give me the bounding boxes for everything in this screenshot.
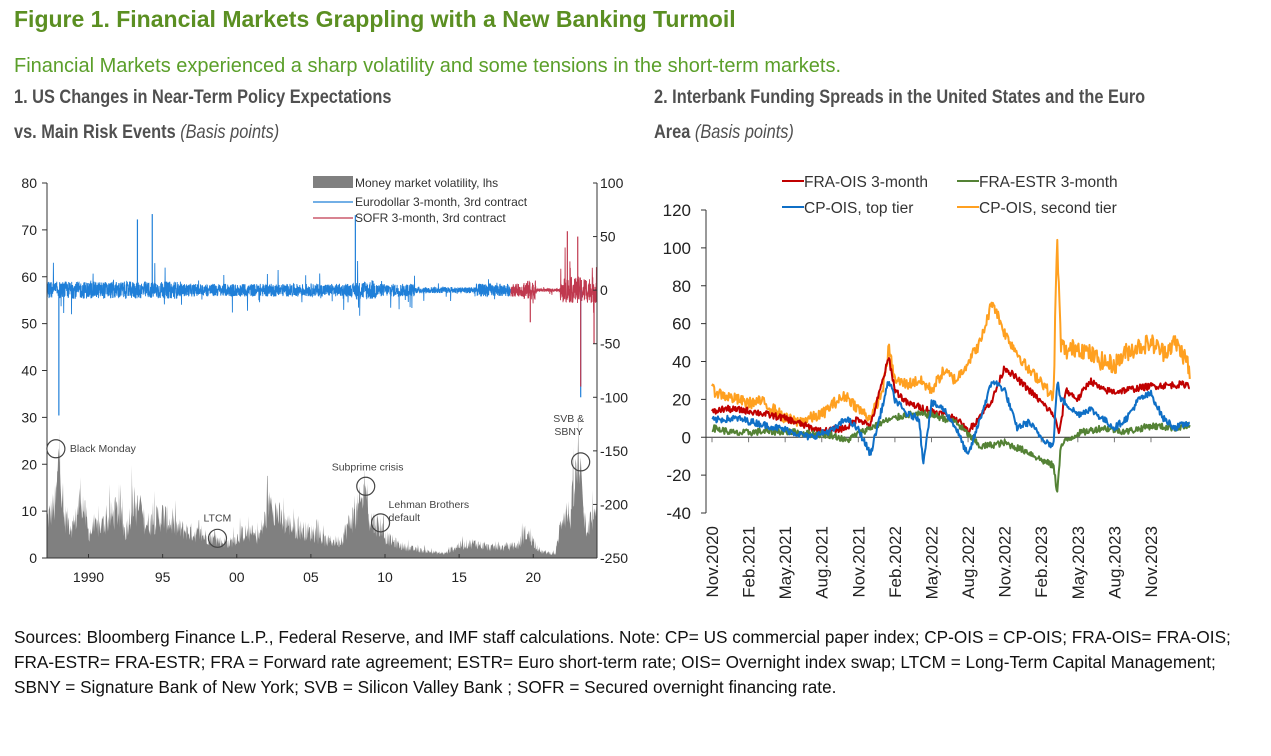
chart1-x-tick-label: 1990 (73, 569, 104, 585)
legend-label-sofr: SOFR 3-month, 3rd contract (355, 211, 506, 225)
chart1-left-tick-label: 40 (21, 363, 37, 379)
chart1-right-tick-label: -250 (600, 550, 628, 566)
chart1-left-tick-label: 60 (21, 269, 37, 285)
chart2-x-tick-label: Nov.2020 (703, 526, 722, 598)
chart2-y-tick-label: -20 (666, 466, 691, 485)
panel1-title: 1. US Changes in Near-Term Policy Expect… (14, 80, 391, 150)
chart1-x-tick-label: 05 (303, 569, 319, 585)
chart2-y-tick-label: 80 (672, 277, 691, 296)
legend-cp-ois-top-label: CP-OIS, top tier (804, 200, 913, 217)
chart2-y-tick-label: 100 (663, 239, 691, 258)
panel2-title-line2: Area (Basis points) (654, 115, 1145, 150)
volatility-peak (576, 457, 585, 530)
panel1-title-line2: vs. Main Risk Events (Basis points) (14, 115, 391, 150)
svb-label-line1: SVB & (553, 413, 584, 425)
volatility-peak (136, 494, 145, 530)
chart1-right-tick-label: -100 (600, 389, 628, 405)
fra-ois-line (711, 357, 1190, 436)
chart2-x-tick-label: Nov.2021 (849, 526, 868, 598)
cp-ois-top-tier-line (711, 380, 1190, 465)
legend-swatch-volatility (313, 176, 353, 188)
chart2-x-tick-label: Aug.2022 (959, 526, 978, 599)
chart2-y-tick-label: 60 (672, 315, 691, 334)
chart2-y-tick-label: 0 (682, 428, 691, 447)
chart1-right-tick-label: -200 (600, 496, 628, 512)
chart1-x-tick-label: 20 (525, 569, 541, 585)
chart2-x-tick-label: Feb.2022 (886, 526, 905, 598)
chart2-y-tick-label: 20 (672, 390, 691, 409)
legend-label-eurodollar: Eurodollar 3-month, 3rd contract (355, 195, 528, 209)
chart2-x-tick-label: Nov.2023 (1142, 526, 1161, 598)
chart2-x-tick-label: Aug.2023 (1105, 526, 1124, 599)
chart2-x-tick-label: Feb.2023 (1032, 526, 1051, 598)
volatility-peak (55, 447, 63, 530)
ltcm-marker (207, 528, 228, 548)
lehman-label-line2: default (389, 512, 421, 524)
eurodollar-line (46, 260, 512, 316)
chart1-left-tick-label: 0 (29, 550, 37, 566)
legend-fra-estr-label: FRA-ESTR 3-month (979, 174, 1118, 191)
chart2-x-tick-label: May.2021 (776, 526, 795, 599)
svb-marker (571, 452, 591, 472)
sofr-line (510, 247, 598, 313)
lehman-marker (370, 513, 391, 533)
chart1-right-tick-label: 50 (600, 229, 616, 245)
volatility-peak (362, 485, 370, 530)
legend-label-volatility: Money market volatility, lhs (355, 176, 498, 190)
chart2-y-tick-label: 40 (672, 353, 691, 372)
lehman-label-line1: Lehman Brothers (389, 499, 470, 511)
panel2-title-main: Area (654, 122, 691, 143)
panel2-unit: (Basis points) (694, 122, 794, 143)
legend-fra-ois-label: FRA-OIS 3-month (804, 174, 928, 191)
cp-ois-second-tier-line (711, 238, 1191, 427)
chart2-x-tick-label: May.2022 (922, 526, 941, 599)
chart2-x-tick-label: Aug.2021 (813, 526, 832, 599)
volatility-area (47, 411, 597, 558)
chart1-right-tick-label: 0 (600, 282, 608, 298)
chart1-left-tick-label: 80 (21, 175, 37, 191)
chart1-x-tick-label: 95 (155, 569, 171, 585)
subprime-label: Subprime crisis (332, 461, 404, 473)
chart1-left-tick-label: 30 (21, 409, 37, 425)
chart2-y-tick-label: 120 (663, 201, 691, 220)
chart1-left-tick-label: 10 (21, 503, 37, 519)
panel2-title-line1: 2. Interbank Funding Spreads in the Unit… (654, 87, 1146, 108)
chart1-x-tick-label: 00 (229, 569, 245, 585)
panel2-title: 2. Interbank Funding Spreads in the Unit… (654, 80, 1145, 150)
black-monday-label: Black Monday (70, 443, 137, 455)
black-monday-marker (46, 439, 66, 459)
panel1-title-line1: 1. US Changes in Near-Term Policy Expect… (14, 87, 392, 108)
chart2-x-tick-label: Feb.2021 (740, 526, 759, 598)
chart1-x-tick-label: 15 (451, 569, 467, 585)
chart1-left-tick-label: 20 (21, 456, 37, 472)
chart2-y-tick-label: -40 (666, 504, 691, 523)
source-notes: Sources: Bloomberg Finance L.P., Federal… (14, 627, 1231, 697)
chart2-x-tick-label: Nov.2022 (996, 526, 1015, 598)
figure-title: Figure 1. Financial Markets Grappling wi… (14, 6, 736, 32)
ltcm-label: LTCM (203, 512, 231, 524)
chart1-right-tick-label: -50 (600, 336, 620, 352)
figure-subtitle: Financial Markets experienced a sharp vo… (14, 55, 842, 77)
chart1-right-tick-label: -150 (600, 443, 628, 459)
chart1-left-tick-label: 50 (21, 316, 37, 332)
chart1-right-tick-label: 100 (600, 175, 624, 191)
chart1-x-tick-label: 10 (377, 569, 393, 585)
panel1-unit: (Basis points) (180, 122, 280, 143)
chart1-left-tick-label: 70 (21, 222, 37, 238)
panel1-title-main: vs. Main Risk Events (14, 122, 176, 143)
legend-cp-ois-second-label: CP-OIS, second tier (979, 200, 1117, 217)
subprime-marker (356, 476, 376, 496)
volatility-peak (267, 497, 275, 530)
chart2-x-tick-label: May.2023 (1069, 526, 1088, 599)
svb-label-line2: SBNY (554, 426, 583, 438)
